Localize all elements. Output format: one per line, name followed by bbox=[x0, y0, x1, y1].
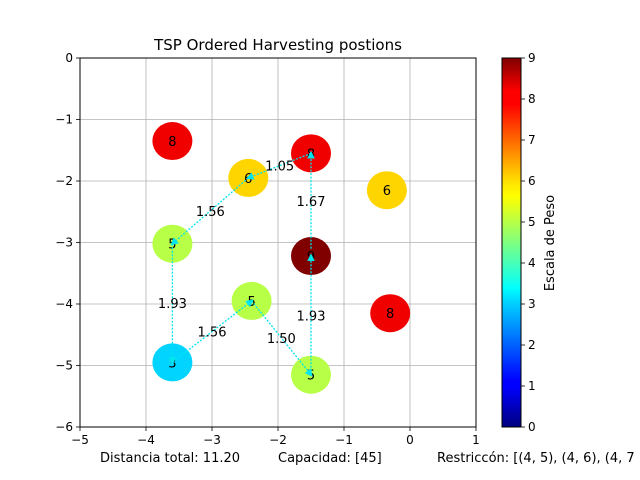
point-weight-label: 3 bbox=[168, 356, 176, 371]
distance-label-layer: 1.671.051.561.931.56 1.501.93 bbox=[158, 160, 326, 347]
y-tick-label: −4 bbox=[55, 297, 73, 311]
colorbar-tick-label: 8 bbox=[528, 92, 536, 106]
route-segment bbox=[251, 300, 313, 377]
point-weight-label: 6 bbox=[244, 172, 252, 187]
y-tick-label: −6 bbox=[55, 420, 73, 434]
harvest-point bbox=[152, 122, 193, 161]
x-tick-label: −5 bbox=[71, 433, 89, 447]
chart-title: TSP Ordered Harvesting postions bbox=[153, 36, 402, 54]
route-distance-label: 1.67 bbox=[297, 195, 326, 210]
path-layer bbox=[168, 150, 315, 377]
point-weight-label: 8 bbox=[168, 135, 176, 150]
colorbar-label: Escala de Peso bbox=[543, 195, 558, 291]
point-weight-label: 5 bbox=[247, 295, 255, 310]
route-distance-label: 1.56 bbox=[196, 205, 225, 220]
y-axis-ticks: 0 −1 −2 −3 −4 −5 −6 bbox=[55, 51, 80, 434]
route-distance-label: 1.05 bbox=[265, 160, 294, 175]
x-tick-label: 1 bbox=[472, 433, 480, 447]
x-tick-label: 0 bbox=[406, 433, 414, 447]
restriction-text: Restriccón: [(4, 5), (4, 6), (4, 7 bbox=[437, 451, 635, 466]
colorbar-tick-label: 1 bbox=[528, 379, 536, 393]
route-segment bbox=[170, 177, 249, 246]
y-tick-label: −1 bbox=[55, 113, 73, 127]
x-tick-label: −2 bbox=[269, 433, 287, 447]
colorbar-tick-label: 6 bbox=[528, 174, 536, 188]
colorbar bbox=[501, 57, 522, 428]
route-distance-label: 1.56 bbox=[198, 326, 227, 341]
grid-lines bbox=[80, 58, 476, 427]
route-distance-label: 1.50 bbox=[267, 332, 296, 347]
colorbar-tick-label: 3 bbox=[528, 297, 536, 311]
total-distance-text: Distancia total: 11.20 bbox=[100, 451, 241, 466]
point-weight-label: 6 bbox=[383, 184, 391, 199]
colorbar-tick-label: 7 bbox=[528, 133, 536, 147]
x-tick-label: −4 bbox=[137, 433, 155, 447]
colorbar-tick-label: 2 bbox=[528, 338, 536, 352]
colorbar-tick-label: 5 bbox=[528, 215, 536, 229]
colorbar-ticks: 0 1 2 3 4 5 6 7 8 9 bbox=[521, 51, 536, 434]
y-tick-label: −2 bbox=[55, 174, 73, 188]
route-distance-label: 1.93 bbox=[297, 309, 326, 324]
y-tick-label: −5 bbox=[55, 359, 73, 373]
colorbar-tick-label: 9 bbox=[528, 51, 536, 65]
point-weight-label: 8 bbox=[386, 307, 394, 322]
route-segment bbox=[172, 299, 254, 363]
x-tick-label: −1 bbox=[335, 433, 353, 447]
y-tick-label: −3 bbox=[55, 236, 73, 250]
x-tick-label: −3 bbox=[203, 433, 221, 447]
harvest-point bbox=[366, 171, 407, 210]
x-axis-ticks: −5 −4 −3 −2 −1 0 1 bbox=[71, 427, 480, 447]
colorbar-tick-label: 0 bbox=[528, 420, 536, 434]
colorbar-tick-label: 4 bbox=[528, 256, 536, 270]
route-segment bbox=[245, 152, 312, 180]
route-distance-label: 1.93 bbox=[158, 297, 187, 312]
y-tick-label: 0 bbox=[65, 51, 73, 65]
harvest-point bbox=[370, 294, 411, 333]
capacity-text: Capacidad: [45] bbox=[278, 451, 382, 466]
